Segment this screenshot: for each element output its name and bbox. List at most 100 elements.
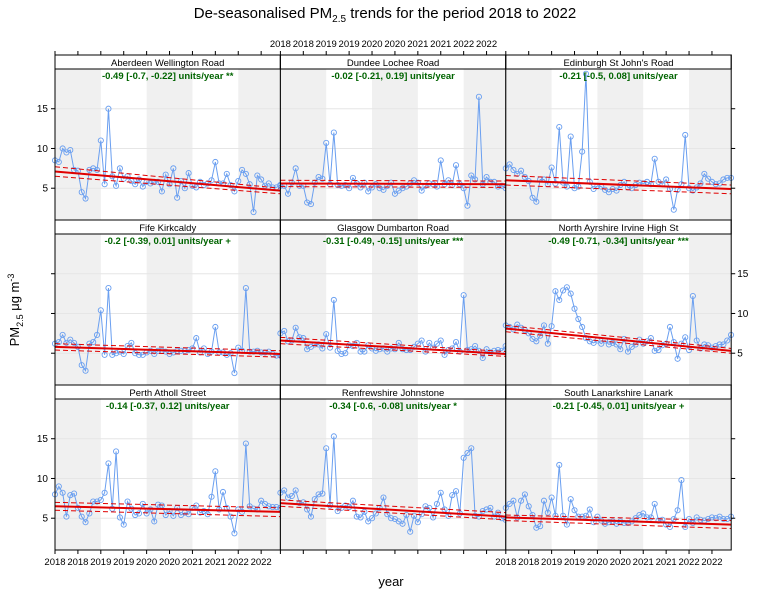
- trend-line: [505, 327, 732, 352]
- x-tick-label: 2022: [251, 557, 272, 568]
- data-point: [67, 492, 74, 499]
- data-point: [644, 514, 651, 521]
- data-point: [468, 172, 475, 179]
- data-point: [720, 341, 727, 348]
- data-point: [701, 170, 708, 177]
- data-point: [265, 180, 272, 187]
- data-point: [399, 185, 406, 192]
- data-point: [101, 351, 108, 358]
- y-tick-label: 10: [37, 474, 49, 485]
- data-point: [380, 494, 387, 501]
- x-tick-label: 2021: [430, 39, 451, 50]
- data-point: [376, 185, 383, 192]
- data-point: [372, 347, 379, 354]
- data-point: [212, 323, 219, 331]
- observed-line: [505, 286, 732, 359]
- data-point: [433, 500, 440, 507]
- data-point: [323, 139, 330, 146]
- data-point: [418, 337, 425, 344]
- data-point: [78, 362, 85, 369]
- panel-title: Glasgow Dumbarton Road: [337, 223, 449, 234]
- data-point: [537, 523, 544, 530]
- data-point: [93, 166, 101, 173]
- year-band: [689, 69, 732, 220]
- data-point: [90, 165, 97, 172]
- data-point: [571, 305, 578, 312]
- data-point: [67, 336, 74, 343]
- data-point: [284, 494, 292, 501]
- data-point: [330, 433, 337, 440]
- data-point: [579, 323, 586, 331]
- data-point: [624, 348, 632, 355]
- data-point: [78, 513, 85, 520]
- data-point: [483, 346, 490, 353]
- ci-upper-line: [54, 343, 281, 352]
- data-point: [338, 350, 345, 358]
- x-tick-label: 2019: [541, 557, 562, 568]
- data-point: [445, 177, 452, 184]
- ci-upper-line: [280, 499, 506, 514]
- data-point: [605, 341, 612, 348]
- data-point: [200, 508, 207, 515]
- year-band: [463, 69, 506, 220]
- year-band: [463, 399, 506, 550]
- trend-annotation: -0.34 [-0.6, -0.08] units/year *: [329, 401, 457, 412]
- data-point: [323, 445, 330, 452]
- data-point: [330, 296, 337, 304]
- data-point: [319, 175, 326, 182]
- data-point: [223, 170, 230, 177]
- panel-2: Dundee Lochee Road -0.02 [-0.21, 0.19] un…: [270, 39, 509, 221]
- year-band: [597, 399, 644, 550]
- data-point: [82, 519, 89, 526]
- x-tick-label: 2019: [113, 557, 134, 568]
- year-band: [146, 69, 193, 220]
- data-point: [647, 514, 654, 521]
- x-tick-label: 2020: [587, 557, 608, 568]
- data-point: [582, 512, 590, 519]
- data-point: [651, 347, 658, 354]
- data-point: [258, 176, 265, 183]
- data-point: [357, 184, 364, 191]
- data-point: [284, 190, 292, 197]
- data-point: [231, 188, 238, 195]
- data-point: [342, 502, 349, 509]
- data-point: [82, 367, 89, 374]
- data-point: [525, 503, 532, 510]
- panel-title: North Ayrshire Irvine High St: [559, 223, 679, 234]
- observed-line: [54, 288, 281, 374]
- data-point: [231, 530, 238, 537]
- data-point: [105, 460, 112, 467]
- x-tick-label: 2021: [205, 557, 226, 568]
- data-point: [86, 340, 93, 347]
- data-point: [174, 194, 181, 201]
- data-point: [487, 504, 494, 511]
- ci-lower-line: [280, 186, 506, 188]
- data-point: [464, 202, 471, 209]
- x-tick-label: 2020: [136, 557, 157, 568]
- panel-border: [505, 384, 732, 551]
- data-point: [273, 504, 280, 511]
- ci-lower-line: [280, 343, 506, 357]
- data-point: [59, 145, 66, 152]
- data-point: [265, 503, 272, 510]
- x-tick-label: 2022: [701, 557, 722, 568]
- data-point: [227, 181, 234, 189]
- data-point: [544, 340, 551, 347]
- observed-line: [280, 295, 507, 360]
- data-point: [437, 157, 444, 164]
- data-point: [349, 343, 356, 350]
- data-point: [716, 341, 723, 348]
- trend-annotation: -0.49 [-0.7, -0.22] units/year **: [102, 71, 234, 82]
- year-band: [238, 69, 281, 220]
- data-point: [651, 500, 658, 507]
- data-point: [475, 347, 482, 354]
- data-point: [185, 170, 192, 177]
- y-tick-label: 5: [737, 349, 743, 360]
- year-band: [689, 234, 732, 385]
- data-point: [701, 341, 708, 348]
- data-point: [261, 349, 269, 356]
- observed-line: [505, 464, 732, 529]
- x-tick-label: 2018: [270, 39, 291, 50]
- data-point: [388, 515, 395, 522]
- panel-title: Renfrewshire Johnstone: [342, 388, 444, 399]
